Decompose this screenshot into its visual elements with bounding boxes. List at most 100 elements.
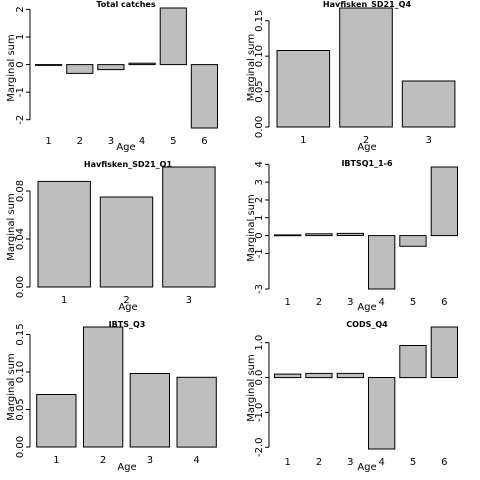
bar [129,373,170,448]
x-tick-label: 2 [77,136,83,147]
y-tick-label: 2 [254,197,265,203]
y-tick-label: 1.0 [254,335,265,351]
bar [35,64,63,66]
panel-title: CODS_Q4 [346,320,388,329]
bar [305,233,333,237]
y-tick-label: 0 [254,232,265,238]
y-tick-label: -1 [254,248,265,258]
y-tick-label: 4 [254,161,265,167]
bar [83,326,124,448]
y-tick-label: 0.10 [254,45,265,67]
y-tick-label: -2.0 [254,437,265,457]
bar [37,180,91,288]
panel-1: Total catches 1 2 3 4 5 6 -2 -1 0 1 2 Age Marginal su… [6,0,219,153]
y-tick-label: 0.15 [254,10,265,32]
y-tick-label: 0.05 [254,80,265,102]
y-tick-label: -2 [15,115,26,125]
x-axis-label: Age [357,462,376,473]
bar [368,377,396,450]
x-tick-label: 1 [285,297,291,308]
panel-title: IBTS_Q3 [109,320,146,329]
y-tick-label: -1 [15,87,26,97]
x-tick-label: 1 [53,455,59,466]
x-tick-label: 5 [410,297,416,308]
panel-3: Havfisken_SD21_Q1 1 2 3 0.00 0.04 0.08 Age Margi… [6,160,216,313]
x-tick-label: 3 [108,136,114,147]
bar [176,376,217,448]
x-tick-label: 3 [147,455,153,466]
bar [162,166,216,288]
y-tick-label: 2 [15,6,26,12]
x-axis-label: Age [117,462,136,473]
x-tick-label: 5 [410,457,416,468]
panel-6: CODS_Q4 1 2 3 4 5 6 -2.0 -1.0 0.0 1.0 Age Marginal s… [246,320,459,473]
y-axis-label: Marginal sum [246,194,257,262]
y-tick-label: -3 [254,284,265,294]
y-tick-label: 3 [254,179,265,185]
bar [274,373,302,379]
x-tick-label: 3 [347,297,353,308]
x-tick-label: 2 [316,297,322,308]
bar [128,62,156,66]
x-tick-label: 4 [379,297,385,308]
y-tick-label: 0 [15,61,26,67]
bar [36,394,77,448]
x-tick-label: 4 [139,136,145,147]
bar [99,196,154,288]
y-tick-label: 1 [254,215,265,221]
bar [368,235,396,290]
y-tick-label: 0.15 [15,323,26,345]
x-tick-label: 3 [347,457,353,468]
y-tick-label: 0.08 [15,180,26,202]
bar [401,80,456,128]
x-tick-label: 2 [316,457,322,468]
bar [430,326,459,378]
y-axis-label: Marginal sum [6,353,17,421]
panel-5: IBTS_Q3 1 2 3 4 0.00 0.05 0.10 0.15 Age Marginal s… [6,320,217,473]
y-axis-label: Marginal sum [246,34,257,102]
panel-title: Havfisken_SD21_Q4 [323,0,412,9]
panel-title: Total catches [96,0,155,9]
y-tick-label: 0.05 [15,398,26,420]
x-tick-label: 2 [100,455,106,466]
x-tick-label: 4 [193,455,199,466]
bar [339,7,393,128]
bar [305,372,333,379]
x-tick-label: 1 [45,136,51,147]
x-tick-label: 3 [426,135,432,146]
bar [336,232,365,236]
x-axis-label: Age [116,142,135,153]
x-axis-label: Age [118,302,137,313]
x-tick-label: 2 [363,135,369,146]
x-tick-label: 6 [201,136,207,147]
bar [399,345,427,379]
bar [274,234,302,237]
x-tick-label: 1 [61,295,67,306]
y-tick-label: 0.04 [15,228,26,250]
y-tick-label: 1 [15,34,26,40]
panel-title: IBTSQ1_1-6 [341,159,393,168]
x-tick-label: 3 [186,295,192,306]
y-axis-label: Marginal sum [6,193,17,261]
x-tick-label: 1 [300,135,306,146]
y-axis-label: Marginal sum [6,34,17,102]
y-tick-label: -1.0 [254,403,265,423]
x-axis-label: Age [357,302,376,313]
y-tick-label: 0.00 [254,116,265,138]
bar [399,235,427,247]
bar [336,372,365,379]
x-tick-label: 2 [123,295,129,306]
y-tick-label: 0.10 [15,361,26,383]
y-tick-label: 0.00 [15,276,26,298]
x-tick-label: 1 [285,457,291,468]
x-tick-label: 6 [441,457,447,468]
y-tick-label: 0.00 [15,436,26,458]
panel-title: Havfisken_SD21_Q1 [84,160,173,169]
x-tick-label: 4 [379,457,385,468]
panel-2: Havfisken_SD21_Q4 1 2 3 0.00 0.05 0.10 0.15 Age M… [246,0,456,153]
bar [190,64,219,129]
bar [159,7,187,66]
bar [66,64,94,74]
